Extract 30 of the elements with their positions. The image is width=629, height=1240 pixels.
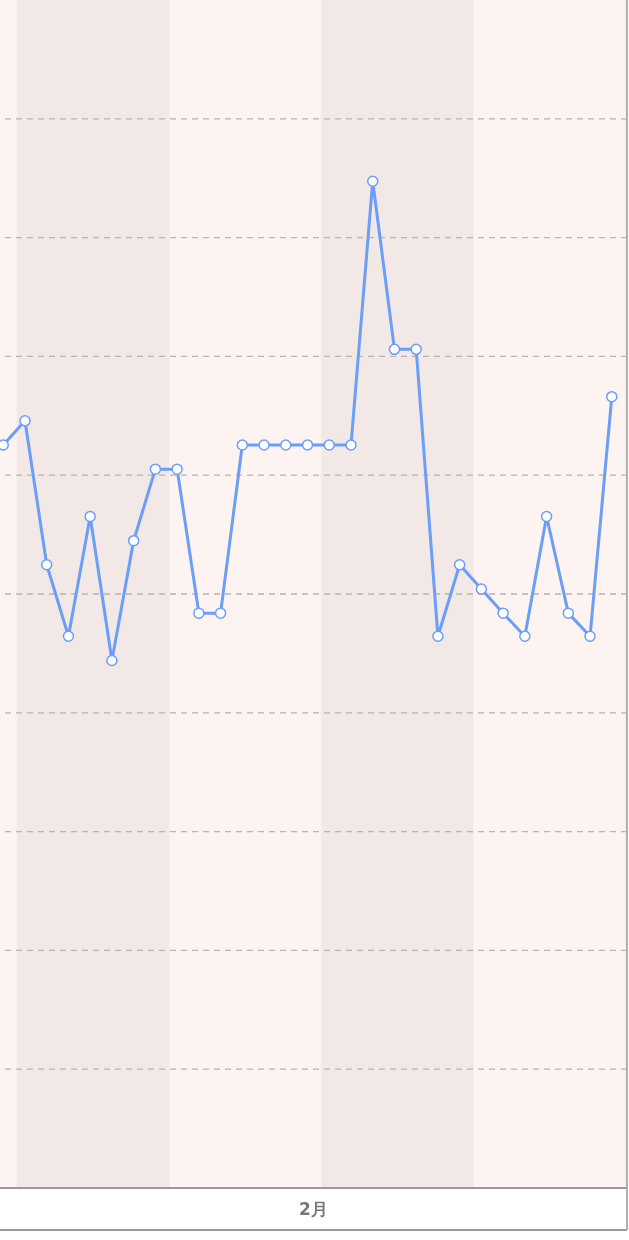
point xyxy=(258,439,270,451)
point xyxy=(584,630,596,643)
point xyxy=(366,175,379,187)
point xyxy=(19,415,31,427)
point xyxy=(345,439,357,451)
xlabel: 2月 xyxy=(299,1199,328,1219)
point xyxy=(62,630,75,643)
point xyxy=(214,607,227,619)
point xyxy=(497,607,509,619)
point xyxy=(388,343,401,356)
point xyxy=(0,439,10,451)
point xyxy=(149,463,162,475)
point xyxy=(193,607,205,619)
point xyxy=(236,439,249,451)
point xyxy=(453,559,466,571)
point xyxy=(280,439,292,451)
point xyxy=(606,390,618,403)
point xyxy=(301,439,314,451)
point xyxy=(562,607,575,619)
point xyxy=(432,630,444,643)
point xyxy=(410,343,422,356)
point xyxy=(519,630,531,643)
point xyxy=(475,583,488,595)
point xyxy=(540,510,553,523)
point xyxy=(40,559,53,571)
point xyxy=(84,510,96,523)
point xyxy=(171,463,183,475)
point xyxy=(106,654,118,667)
point xyxy=(127,534,140,547)
point xyxy=(323,439,336,451)
